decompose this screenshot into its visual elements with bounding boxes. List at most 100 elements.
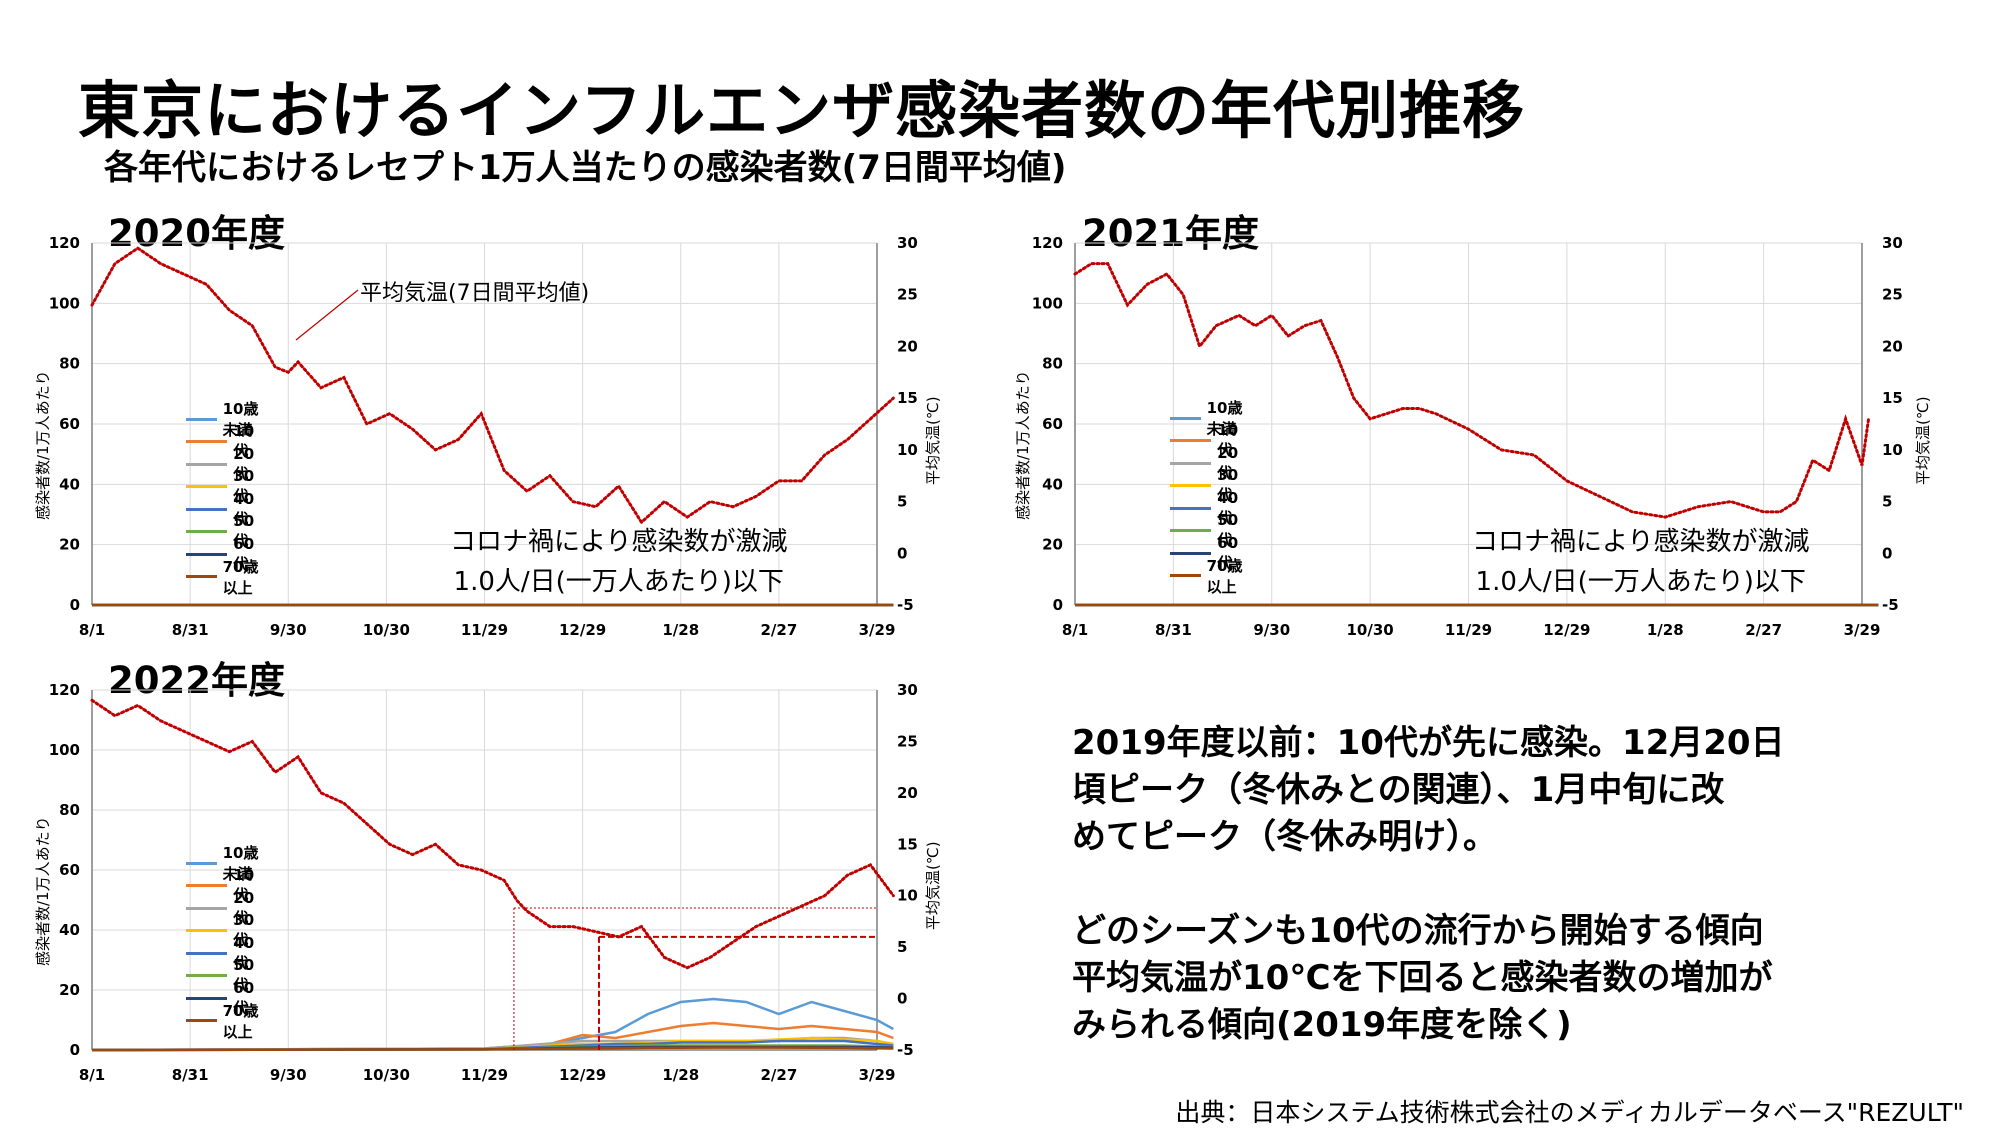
legend-label: 10歳未満 xyxy=(222,844,259,884)
legend-swatch xyxy=(186,861,217,865)
x-tick-label: 10/30 xyxy=(363,621,410,639)
legend-label: 10歳未満 xyxy=(1206,399,1243,439)
x-tick-label: 10/30 xyxy=(1347,621,1394,639)
legend-swatch xyxy=(1170,551,1212,555)
x-tick-label: 8/31 xyxy=(1155,621,1192,639)
x-tick-label: 2/27 xyxy=(760,621,797,639)
legend-label: 50代 xyxy=(233,512,255,551)
y-tick-left: 20 xyxy=(59,981,80,999)
legend-label: 20代 xyxy=(233,444,255,483)
covid-note-line1: コロナ禍により感染数が激減 xyxy=(450,527,788,557)
legend-item: 10歳未満 xyxy=(186,400,263,439)
legend-label: 40代 xyxy=(1217,488,1239,527)
legend-swatch xyxy=(186,906,228,910)
x-tick-label: 11/29 xyxy=(461,621,508,639)
legend-label: 70歳以上 xyxy=(1206,556,1243,596)
covid-note-2021: コロナ禍により感染数が激減 1.0人/日(一万人あたり)以下 xyxy=(1472,522,1809,602)
x-tick-label: 9/30 xyxy=(270,1066,307,1084)
legend-swatch xyxy=(186,929,228,933)
y-tick-right: 15 xyxy=(897,389,918,407)
x-tick-label: 2/27 xyxy=(760,1066,797,1084)
y-tick-right: 5 xyxy=(897,938,907,956)
legend-label: 30代 xyxy=(233,467,255,506)
legend-label: 70歳以上 xyxy=(222,557,259,597)
covid-note-line2: 1.0人/日(一万人あたり)以下 xyxy=(453,567,784,597)
x-tick-label: 8/31 xyxy=(172,1066,209,1084)
y-tick-right: 30 xyxy=(897,681,918,699)
legend-item: 40代 xyxy=(186,934,263,972)
y-tick-left: 60 xyxy=(1042,415,1063,433)
covid-note-line1: コロナ禍により感染数が激減 xyxy=(1472,527,1810,557)
legend-swatch xyxy=(1170,461,1212,465)
legend-swatch xyxy=(186,974,228,978)
source-credit: 出典：日本システム技術株式会社のメディカルデータベース"REZULT" xyxy=(1175,1098,1964,1127)
legend-label: 10代 xyxy=(1217,421,1239,460)
y-tick-right: -5 xyxy=(897,1041,914,1059)
y-tick-right: 20 xyxy=(1882,337,1903,355)
chart-title-2021: 2021年度 xyxy=(1082,212,1259,255)
legend-label: 20代 xyxy=(1217,443,1239,482)
legend-item: 60代 xyxy=(1170,534,1247,572)
y-tick-left: 40 xyxy=(59,475,80,493)
x-tick-label: 11/29 xyxy=(1445,621,1492,639)
y-tick-left: 120 xyxy=(49,681,80,699)
y-tick-left: 80 xyxy=(1042,355,1063,373)
callout-leader xyxy=(295,289,359,341)
legend-label: 30代 xyxy=(233,911,255,950)
legend-item: 10歳未満 xyxy=(186,844,263,883)
y-tick-left: 40 xyxy=(59,921,80,939)
legend-item: 10代 xyxy=(186,866,263,904)
x-tick-label: 1/28 xyxy=(662,621,699,639)
y-tick-right: 0 xyxy=(897,990,907,1008)
legend-2021: 10歳未満 10代 20代 30代 40代 50代 60代 70歳以上 xyxy=(1170,399,1247,596)
temperature-callout: 平均気温(7日間平均値) xyxy=(360,281,590,306)
legend-swatch xyxy=(186,440,228,444)
legend-label: 50代 xyxy=(1217,511,1239,550)
legend-item: 40代 xyxy=(1170,489,1247,527)
y-tick-left: 100 xyxy=(49,741,80,759)
covid-note-2020: コロナ禍により感染数が激減 1.0人/日(一万人あたり)以下 xyxy=(450,522,787,602)
legend-item: 30代 xyxy=(1170,466,1247,504)
y-tick-right: 15 xyxy=(897,835,918,853)
y-tick-left: 100 xyxy=(49,294,80,312)
temperature-line xyxy=(90,698,895,970)
legend-item: 40代 xyxy=(186,490,263,528)
temperature-line xyxy=(90,246,895,525)
legend-label: 70歳以上 xyxy=(222,1001,259,1041)
series-line-70歳以上 xyxy=(91,1046,894,1052)
y-tick-right: 20 xyxy=(897,784,918,802)
y-tick-left: 80 xyxy=(59,355,80,373)
legend-2020: 10歳未満 10代 20代 30代 40代 50代 60代 70歳以上 xyxy=(186,400,263,597)
y-tick-right: 0 xyxy=(897,544,907,562)
legend-item: 70歳以上 xyxy=(1170,557,1247,596)
x-tick-label: 3/29 xyxy=(859,621,896,639)
legend-swatch xyxy=(186,507,228,511)
y-tick-right: 15 xyxy=(1882,389,1903,407)
y-tick-right: 20 xyxy=(897,337,918,355)
x-tick-label: 8/1 xyxy=(1062,621,1088,639)
y-tick-left: 60 xyxy=(59,861,80,879)
legend-swatch xyxy=(186,417,217,421)
legend-item: 20代 xyxy=(186,889,263,927)
x-tick-label: 3/29 xyxy=(1844,621,1881,639)
y-tick-left: 0 xyxy=(70,596,80,614)
x-tick-label: 9/30 xyxy=(270,621,307,639)
y-tick-left: 120 xyxy=(1032,234,1063,252)
legend-swatch xyxy=(186,1019,217,1023)
legend-label: 10代 xyxy=(233,422,255,461)
legend-item: 10歳未満 xyxy=(1170,399,1247,438)
x-tick-label: 8/1 xyxy=(79,1066,105,1084)
y-tick-right: 5 xyxy=(897,493,907,511)
y-tick-right: -5 xyxy=(897,596,914,614)
legend-label: 10代 xyxy=(233,866,255,905)
y-tick-right: 30 xyxy=(1882,234,1903,252)
finding-line: めてピーク（冬休み明け）。 xyxy=(1072,817,1497,857)
legend-item: 10代 xyxy=(1170,421,1247,459)
y-tick-right: 5 xyxy=(1882,493,1892,511)
y-tick-left: 0 xyxy=(70,1041,80,1059)
legend-label: 40代 xyxy=(233,933,255,972)
y-tick-right: 25 xyxy=(1882,286,1903,304)
y-tick-left: 20 xyxy=(59,536,80,554)
